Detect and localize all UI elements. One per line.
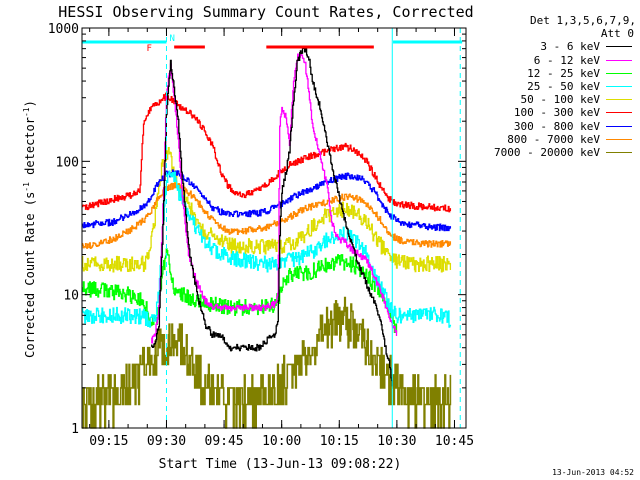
x-tick-label: 09:30 xyxy=(147,434,186,449)
legend-swatch xyxy=(606,125,632,127)
legend-row: 50 - 100 keV xyxy=(470,93,636,106)
legend-row: 800 - 7000 keV xyxy=(470,133,636,146)
footer-date: 13-Jun-2013 04:52 xyxy=(552,468,634,477)
x-tick-label: 09:45 xyxy=(205,434,244,449)
legend-label: 50 - 100 keV xyxy=(520,93,600,107)
legend-swatch xyxy=(606,85,632,87)
legend-header-line-1: Det 1,3,5,6,7,9, xyxy=(530,14,636,27)
legend-swatch xyxy=(606,72,632,74)
legend-row: 3 - 6 keV xyxy=(470,40,636,53)
x-tick-label: 09:15 xyxy=(89,434,128,449)
legend-label: 7000 - 20000 keV xyxy=(494,145,600,159)
legend-label: 800 - 7000 keV xyxy=(507,132,600,146)
series-line xyxy=(151,45,393,387)
y-tick-label: 1000 xyxy=(48,22,79,37)
legend-label: 25 - 50 keV xyxy=(527,79,600,93)
chart-title: HESSI Observing Summary Count Rates, Cor… xyxy=(58,3,473,21)
legend-label: 100 - 300 keV xyxy=(513,106,600,120)
legend-row: 100 - 300 keV xyxy=(470,106,636,119)
plot-frame xyxy=(81,27,467,429)
legend-swatch xyxy=(606,46,632,48)
series-line xyxy=(82,170,452,328)
series-line xyxy=(82,182,452,249)
legend-header-line-2: Att 0 xyxy=(600,27,634,41)
y-tick-label: 10 xyxy=(63,289,79,304)
legend-label: 300 - 800 keV xyxy=(513,119,600,133)
axes: 1 10 100 1000 09:15 09:30 09:45 10:00 10:15 10:30… xyxy=(48,22,474,449)
x-axis-label: Start Time (13-Jun-13 09:08:22) xyxy=(159,457,402,472)
legend-row: 300 - 800 keV xyxy=(470,120,636,133)
legend-swatch xyxy=(606,59,632,61)
legend-swatch xyxy=(606,99,632,101)
legend-label: 12 - 25 keV xyxy=(527,66,600,80)
legend-row: 12 - 25 keV xyxy=(470,67,636,80)
series-line xyxy=(82,146,452,273)
y-tick-label: 100 xyxy=(56,155,79,170)
legend-row: 25 - 50 keV xyxy=(470,80,636,93)
series-line xyxy=(82,248,398,333)
legend-row: 6 - 12 keV xyxy=(470,54,636,67)
x-tick-label: 10:00 xyxy=(262,434,301,449)
flag-label: F xyxy=(146,44,151,54)
legend-label: 3 - 6 keV xyxy=(540,40,600,54)
legend: Det 1,3,5,6,7,9, Att 0 3 - 6 keV 6 - 12 … xyxy=(470,14,636,159)
y-tick-label: 1 xyxy=(71,422,79,437)
legend-swatch xyxy=(606,112,632,114)
legend-swatch xyxy=(606,138,632,140)
annotation-overlay: FN xyxy=(82,28,463,428)
x-tick-label: 10:15 xyxy=(320,434,359,449)
legend-label: 6 - 12 keV xyxy=(533,53,600,67)
series-line xyxy=(82,296,452,429)
series-line xyxy=(82,92,452,213)
series-line xyxy=(151,53,398,344)
series-line xyxy=(82,169,452,232)
series-lines xyxy=(82,45,452,429)
legend-row: 7000 - 20000 keV xyxy=(470,146,636,159)
x-tick-label: 10:45 xyxy=(435,434,474,449)
flag-label: N xyxy=(170,34,175,44)
legend-swatch xyxy=(606,151,632,153)
y-axis-label: Corrected Count Rate (s-1 detector-1) xyxy=(22,100,37,358)
x-tick-label: 10:30 xyxy=(377,434,416,449)
